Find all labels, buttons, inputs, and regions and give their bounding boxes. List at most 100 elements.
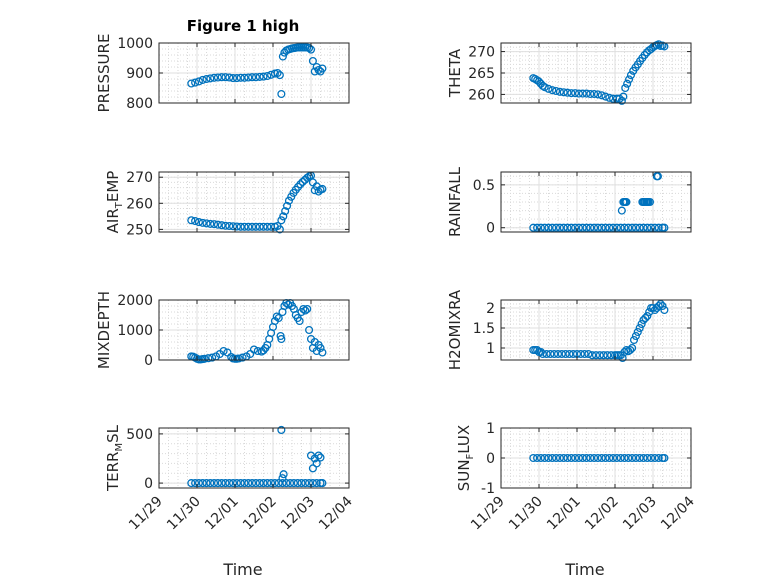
data-point	[232, 74, 241, 83]
data-point	[536, 453, 545, 463]
x-tick-label: 12/02	[582, 494, 622, 534]
data-point	[191, 479, 200, 488]
data-point	[567, 453, 576, 463]
data-point	[548, 223, 557, 232]
data-point	[557, 349, 566, 359]
data-point	[259, 346, 268, 355]
data-point	[232, 479, 241, 488]
data-point	[593, 453, 602, 463]
data-point	[617, 206, 626, 215]
data-point	[643, 223, 652, 232]
data-point	[210, 73, 219, 82]
data-point	[643, 453, 652, 463]
x-tick-label: 12/01	[202, 494, 242, 534]
data-point	[563, 88, 572, 97]
data-point	[312, 459, 321, 468]
y-tick-label: 0	[144, 353, 153, 369]
data-point	[533, 223, 542, 232]
x-tick-label: 11/29	[126, 494, 166, 534]
data-point	[660, 223, 669, 232]
data-point	[647, 453, 656, 463]
data-point	[635, 453, 644, 463]
data-point	[198, 75, 207, 84]
data-point	[623, 79, 632, 88]
x-tick-label: 12/03	[620, 494, 660, 534]
data-point	[232, 222, 241, 231]
data-point	[637, 319, 646, 329]
data-point	[590, 89, 599, 99]
data-point	[552, 453, 561, 463]
data-point	[263, 71, 272, 81]
x-axis-label-left: Time	[222, 560, 262, 579]
x-tick-label: 11/30	[506, 494, 546, 534]
data-point	[631, 223, 640, 232]
data-point	[624, 453, 633, 463]
data-point	[631, 331, 640, 341]
data-point	[660, 305, 669, 315]
data-point	[217, 221, 226, 230]
data-point	[620, 223, 629, 232]
data-point	[603, 351, 612, 360]
data-point	[653, 172, 662, 181]
data-point	[213, 73, 222, 82]
data-point	[555, 223, 564, 232]
data-point	[310, 186, 319, 195]
data-point	[259, 479, 268, 488]
data-point	[626, 71, 636, 80]
data-point	[287, 192, 296, 201]
data-point	[251, 479, 260, 488]
subplot-rainfall: 0 0.5 RAINFALL	[446, 166, 692, 237]
data-point	[588, 351, 597, 360]
data-point	[641, 313, 650, 323]
x-tick-label: 12/03	[278, 494, 318, 534]
axes-box	[158, 427, 350, 489]
data-point	[305, 325, 314, 335]
y-axis-label: AIRTEMP	[104, 171, 125, 234]
data-point	[208, 353, 217, 362]
data-point	[567, 89, 576, 98]
data-point	[187, 479, 196, 488]
data-point	[639, 223, 648, 232]
data-point	[191, 78, 200, 87]
data-point	[251, 73, 260, 82]
data-point	[619, 92, 628, 101]
data-point	[586, 453, 595, 463]
y-tick-label: 0	[486, 451, 495, 467]
x-axis-label-right: Time	[564, 560, 604, 579]
data-point	[310, 67, 319, 76]
y-tick-label: 1.5	[473, 321, 495, 337]
data-point	[278, 479, 287, 488]
data-point	[550, 349, 559, 359]
data-point	[240, 479, 249, 488]
data-point	[563, 453, 572, 463]
data-point	[607, 351, 616, 360]
data-point	[605, 93, 614, 102]
data-point	[194, 77, 203, 86]
data-point	[622, 197, 631, 207]
data-point	[225, 479, 234, 488]
y-tick-label: -1	[481, 481, 495, 497]
data-point	[635, 223, 644, 232]
data-point	[240, 222, 249, 231]
data-point	[546, 349, 555, 359]
data-point	[297, 479, 306, 488]
data-point	[251, 222, 260, 231]
data-point	[538, 349, 547, 359]
data-point	[620, 453, 629, 463]
data-point	[628, 343, 637, 353]
data-point	[580, 349, 589, 359]
x-tick-label: 12/04	[658, 493, 698, 533]
data-point	[318, 184, 327, 194]
data-point	[540, 453, 549, 463]
data-point	[650, 453, 659, 463]
data-point	[529, 453, 538, 463]
data-point	[574, 453, 583, 463]
data-point	[559, 453, 568, 463]
data-point	[217, 479, 226, 488]
y-axis-label: TERRMSL	[104, 424, 125, 492]
data-point	[229, 222, 238, 231]
